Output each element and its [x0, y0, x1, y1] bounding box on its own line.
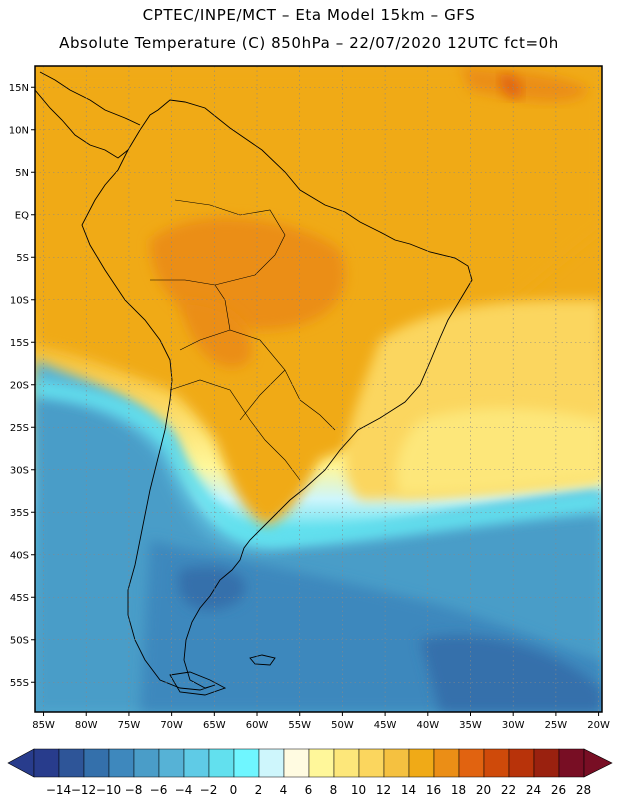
colorbar-cell	[358, 748, 385, 778]
colorbar-cell	[133, 748, 160, 778]
colorbar-cell	[483, 748, 510, 778]
lat-tick-label: 10S	[10, 295, 29, 306]
colorbar-cell	[158, 748, 185, 778]
lat-tick-label: 30S	[10, 465, 29, 476]
temperature-colorbar: −14 −12 −10 −8 −6 −4 −2 0 2 4 6 8 10 12 14 16 18 20 22 24 26…	[7, 748, 613, 797]
colorbar-label: 14	[401, 783, 416, 797]
falkland-islands-coastline	[249, 654, 276, 666]
south-america-coastline	[81, 99, 473, 691]
gridlines	[35, 66, 602, 712]
colorbar-cell	[233, 748, 260, 778]
colorbar-label: −4	[175, 783, 193, 797]
colorbar-cell	[258, 748, 285, 778]
lon-tick-label: 65W	[203, 720, 226, 731]
lat-tick-label: 35S	[10, 508, 29, 519]
country-borders	[150, 199, 336, 481]
lon-tick-label: 70W	[160, 720, 183, 731]
lon-tick-label: 35W	[459, 720, 482, 731]
lon-tick-label: 60W	[246, 720, 269, 731]
colorbar-label: 10	[351, 783, 366, 797]
lon-tick-label: 50W	[331, 720, 354, 731]
colorbar-label: 6	[305, 783, 313, 797]
colorbar-label: 4	[280, 783, 288, 797]
colorbar-cell	[108, 748, 135, 778]
colorbar-cell	[508, 748, 535, 778]
colorbar-cell	[433, 748, 460, 778]
lon-tick-label: 55W	[288, 720, 311, 731]
latitude-axis: 15N 10N 5N EQ 5S 10S 15S 20S 25S 30S 35S 40S 45S 50S 5…	[9, 83, 35, 689]
colorbar-cell	[283, 748, 310, 778]
lon-tick-label: 40W	[416, 720, 439, 731]
lon-tick-label: 75W	[118, 720, 141, 731]
lat-tick-label: 10N	[9, 125, 29, 136]
central-america-coastline	[35, 71, 141, 159]
colorbar-cell	[183, 748, 210, 778]
lat-tick-label: EQ	[15, 210, 29, 221]
colorbar-cell	[383, 748, 410, 778]
colorbar-cell	[83, 748, 110, 778]
temperature-field	[35, 66, 602, 712]
colorbar-cell	[208, 748, 235, 778]
colorbar-cell	[408, 748, 435, 778]
colorbar-cell	[33, 748, 60, 778]
lat-tick-label: 20S	[10, 380, 29, 391]
colorbar-label: 20	[476, 783, 491, 797]
colorbar-label: −14	[46, 783, 71, 797]
colorbar-cell	[58, 748, 85, 778]
colorbar-label: 28	[576, 783, 591, 797]
colorbar-label: −12	[71, 783, 96, 797]
lat-tick-label: 5N	[15, 168, 29, 179]
lon-tick-label: 80W	[75, 720, 98, 731]
lon-tick-label: 25W	[545, 720, 568, 731]
colorbar-label: −8	[125, 783, 143, 797]
map-title-line-2: Absolute Temperature (C) 850hPa – 22/07/…	[59, 34, 559, 52]
colorbar-high-arrow	[583, 748, 613, 778]
coastlines	[35, 71, 473, 696]
colorbar-label: 8	[330, 783, 338, 797]
colorbar-label: −10	[96, 783, 121, 797]
colorbar-label: −2	[200, 783, 218, 797]
colorbar-label: 0	[230, 783, 238, 797]
longitude-axis: 85W 80W 75W 70W 65W 60W 55W 50W 45W 40W 35W 30W 25W 2…	[32, 712, 610, 731]
lat-tick-label: 15S	[10, 338, 29, 349]
lon-tick-label: 45W	[374, 720, 397, 731]
lat-tick-label: 15N	[9, 83, 29, 94]
colorbar-label: 16	[426, 783, 441, 797]
lat-tick-label: 50S	[10, 635, 29, 646]
colorbar-cell	[308, 748, 335, 778]
lat-tick-label: 25S	[10, 423, 29, 434]
colorbar-low-arrow	[7, 748, 35, 778]
colorbar-label: 26	[551, 783, 566, 797]
colorbar-label: 24	[526, 783, 541, 797]
colorbar-cell	[458, 748, 485, 778]
lat-tick-label: 45S	[10, 593, 29, 604]
lat-tick-label: 40S	[10, 550, 29, 561]
colorbar-cell	[333, 748, 360, 778]
map-frame	[34, 65, 603, 713]
colorbar-cell	[558, 748, 585, 778]
temperature-map: 15N 10N 5N EQ 5S 10S 15S 20S 25S 30S 35S 40S 45S 50S 5…	[9, 65, 610, 731]
colorbar-cell	[533, 748, 560, 778]
colorbar-label: 22	[501, 783, 516, 797]
lat-tick-label: 55S	[10, 678, 29, 689]
colorbar-label: 2	[255, 783, 263, 797]
lon-tick-label: 20W	[587, 720, 610, 731]
colorbar-label: −6	[150, 783, 168, 797]
lat-tick-label: 5S	[16, 253, 29, 264]
colorbar-label: 18	[451, 783, 466, 797]
map-title-line-1: CPTEC/INPE/MCT – Eta Model 15km – GFS	[142, 6, 476, 24]
lon-tick-label: 30W	[502, 720, 525, 731]
tierra-del-fuego-coastline	[169, 671, 227, 696]
lon-tick-label: 85W	[32, 720, 55, 731]
colorbar-label: 12	[376, 783, 391, 797]
